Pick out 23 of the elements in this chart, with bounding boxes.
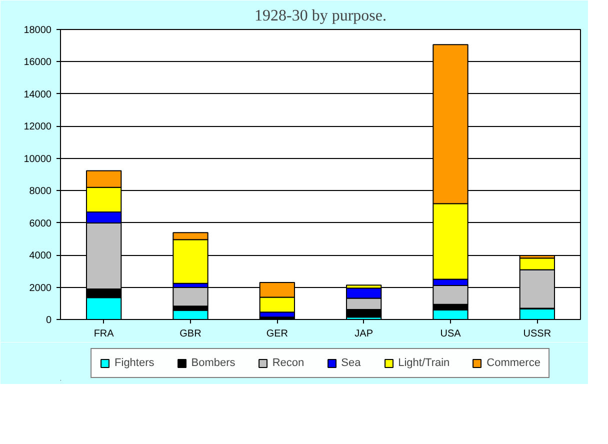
y-tick-label: 12000 <box>24 122 52 133</box>
x-tick-label: FRA <box>94 328 114 340</box>
y-tick-label: 2000 <box>29 282 52 294</box>
y-tick-label: 8000 <box>29 186 52 198</box>
legend-label: Light/Train <box>398 357 450 369</box>
legend-label: Commerce <box>486 357 540 369</box>
y-tick-label: 14000 <box>24 89 52 100</box>
x-tick-label: GBR <box>180 328 202 340</box>
x-tick-label: USSR <box>523 328 552 340</box>
legend-label: Fighters <box>114 357 154 369</box>
chart-title: 1928-30 by purpose. <box>254 8 386 24</box>
x-tick-label: USA <box>440 328 462 340</box>
x-tick-label: GER <box>266 328 288 340</box>
legend-label: Recon <box>272 357 304 369</box>
y-tick-label: 0 <box>46 315 52 326</box>
x-tick-label: JAP <box>354 328 374 340</box>
legend-label: Bombers <box>191 357 236 369</box>
y-tick-label: 6000 <box>29 218 52 230</box>
legend-label: Sea <box>341 357 362 369</box>
y-tick-label: 18000 <box>24 25 52 36</box>
y-tick-label: 4000 <box>29 250 52 262</box>
y-tick-label: 10000 <box>24 154 52 165</box>
y-tick-label: 16000 <box>24 57 52 68</box>
